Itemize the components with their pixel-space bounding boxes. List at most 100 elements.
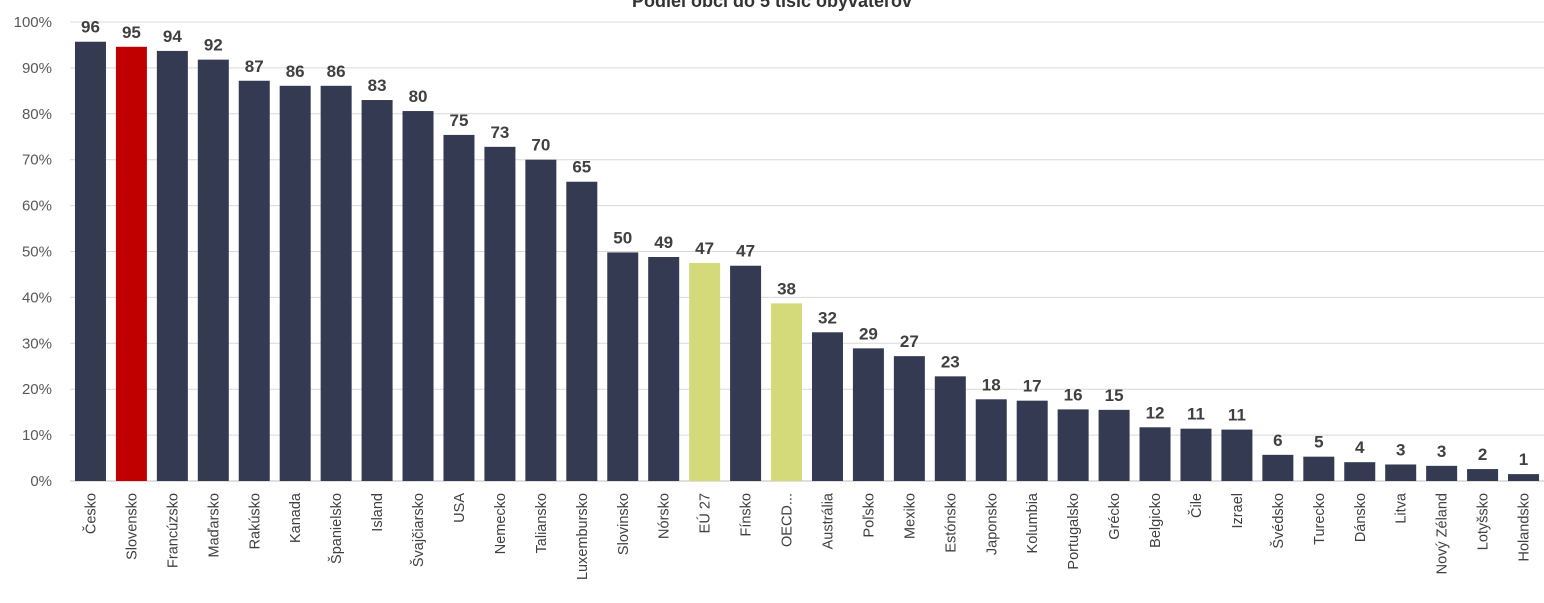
bar (1385, 464, 1416, 481)
data-label: 73 (490, 123, 509, 142)
data-label: 49 (654, 233, 673, 252)
category-label: Švajčiarsko (410, 493, 427, 567)
y-tick-label: 50% (22, 244, 52, 261)
y-tick-label: 40% (22, 289, 52, 306)
bar (321, 86, 352, 481)
category-label: Portugalsko (1066, 493, 1082, 570)
category-label: Maďarsko (206, 493, 222, 558)
category-label: Izrael (1230, 493, 1246, 528)
category-label: Španielsko (328, 493, 345, 564)
y-tick-label: 70% (22, 152, 52, 169)
category-label: Rakúsko (247, 493, 263, 549)
category-label: Kolumbia (1025, 492, 1041, 553)
bar (730, 266, 761, 481)
bar (1344, 462, 1375, 481)
data-label: 3 (1396, 440, 1405, 459)
bar (1180, 429, 1211, 481)
data-label: 87 (245, 57, 264, 76)
bar (894, 356, 925, 481)
category-label: Austrália (820, 492, 836, 549)
y-tick-label: 20% (22, 381, 52, 398)
data-label: 38 (777, 279, 796, 298)
y-axis-tick-labels: 0% 10% 20% 30% 40% 50% 60% 70% 80% 90% 100% (14, 14, 52, 490)
data-label: 11 (1187, 405, 1205, 424)
y-tick-label: 0% (30, 473, 52, 490)
category-label: Slovensko (124, 493, 140, 560)
data-label: 1 (1519, 450, 1528, 469)
bar (1099, 410, 1130, 481)
category-label: Taliansko (534, 493, 550, 553)
y-tick-label: 30% (22, 335, 52, 352)
bar (935, 376, 966, 481)
data-label: 16 (1064, 385, 1083, 404)
data-label: 80 (409, 87, 428, 106)
bar (157, 51, 188, 481)
category-label: Dánsko (1353, 493, 1369, 542)
bar (1140, 427, 1171, 481)
data-label: 86 (286, 62, 305, 81)
bar (1017, 401, 1048, 481)
category-label: Lotyšsko (1476, 493, 1492, 550)
y-tick-label: 90% (22, 60, 52, 77)
category-label: Kanada (288, 492, 304, 543)
category-label: Belgicko (1148, 493, 1164, 548)
category-label: Japonsko (984, 493, 1000, 555)
bar (116, 47, 147, 481)
category-label: Nový Zéland (1435, 493, 1451, 574)
bar (362, 100, 393, 481)
data-label: 29 (859, 324, 878, 343)
bar (443, 135, 474, 481)
bar (1467, 469, 1498, 481)
bar (1303, 457, 1334, 481)
data-label: 92 (204, 36, 223, 55)
bar (1508, 474, 1539, 481)
category-label: Nemecko (493, 493, 509, 554)
bar (689, 263, 720, 481)
bar (525, 160, 556, 481)
y-tick-label: 80% (22, 106, 52, 123)
category-label: Estónsko (943, 493, 959, 553)
data-label: 96 (81, 18, 100, 37)
category-label: Litva (1394, 492, 1410, 524)
data-label: 6 (1273, 431, 1282, 450)
category-label: Čile (1188, 493, 1205, 518)
bar (771, 303, 802, 481)
data-label: 50 (613, 228, 632, 247)
bar (1426, 466, 1457, 481)
bar (648, 257, 679, 481)
data-label: 27 (900, 332, 919, 351)
data-label: 47 (695, 239, 714, 258)
data-label: 3 (1437, 442, 1446, 461)
category-label: Poľsko (861, 493, 877, 538)
y-tick-label: 10% (22, 427, 52, 444)
data-label: 2 (1478, 445, 1487, 464)
data-label: 17 (1023, 377, 1042, 396)
category-label: Island (370, 493, 386, 532)
bar (239, 81, 270, 481)
bar (198, 60, 229, 481)
data-label: 5 (1314, 433, 1323, 452)
data-label: 15 (1105, 386, 1124, 405)
data-label: 94 (163, 27, 182, 46)
bar (75, 42, 106, 481)
data-label: 18 (982, 375, 1001, 394)
category-label: OECD... (780, 493, 796, 547)
category-label: Česko (82, 493, 99, 534)
x-axis-category-labels: Česko Slovensko Francúzsko Maďarsko Rakúsko K… (82, 492, 1532, 580)
data-label: 65 (572, 158, 591, 177)
data-label: 86 (327, 62, 346, 81)
category-label: Grécko (1107, 493, 1123, 540)
data-label: 23 (941, 352, 960, 371)
category-label: Nórsko (657, 493, 673, 539)
bars (75, 42, 1539, 481)
bar (566, 182, 597, 481)
data-label: 32 (818, 308, 837, 327)
category-label: Turecko (1312, 493, 1328, 545)
category-label: Holandsko (1517, 493, 1533, 562)
bar (403, 111, 434, 481)
category-label: Švédsko (1270, 493, 1287, 549)
data-label: 4 (1355, 438, 1365, 457)
bar (1221, 430, 1252, 481)
category-label: Slovinsko (616, 493, 632, 555)
